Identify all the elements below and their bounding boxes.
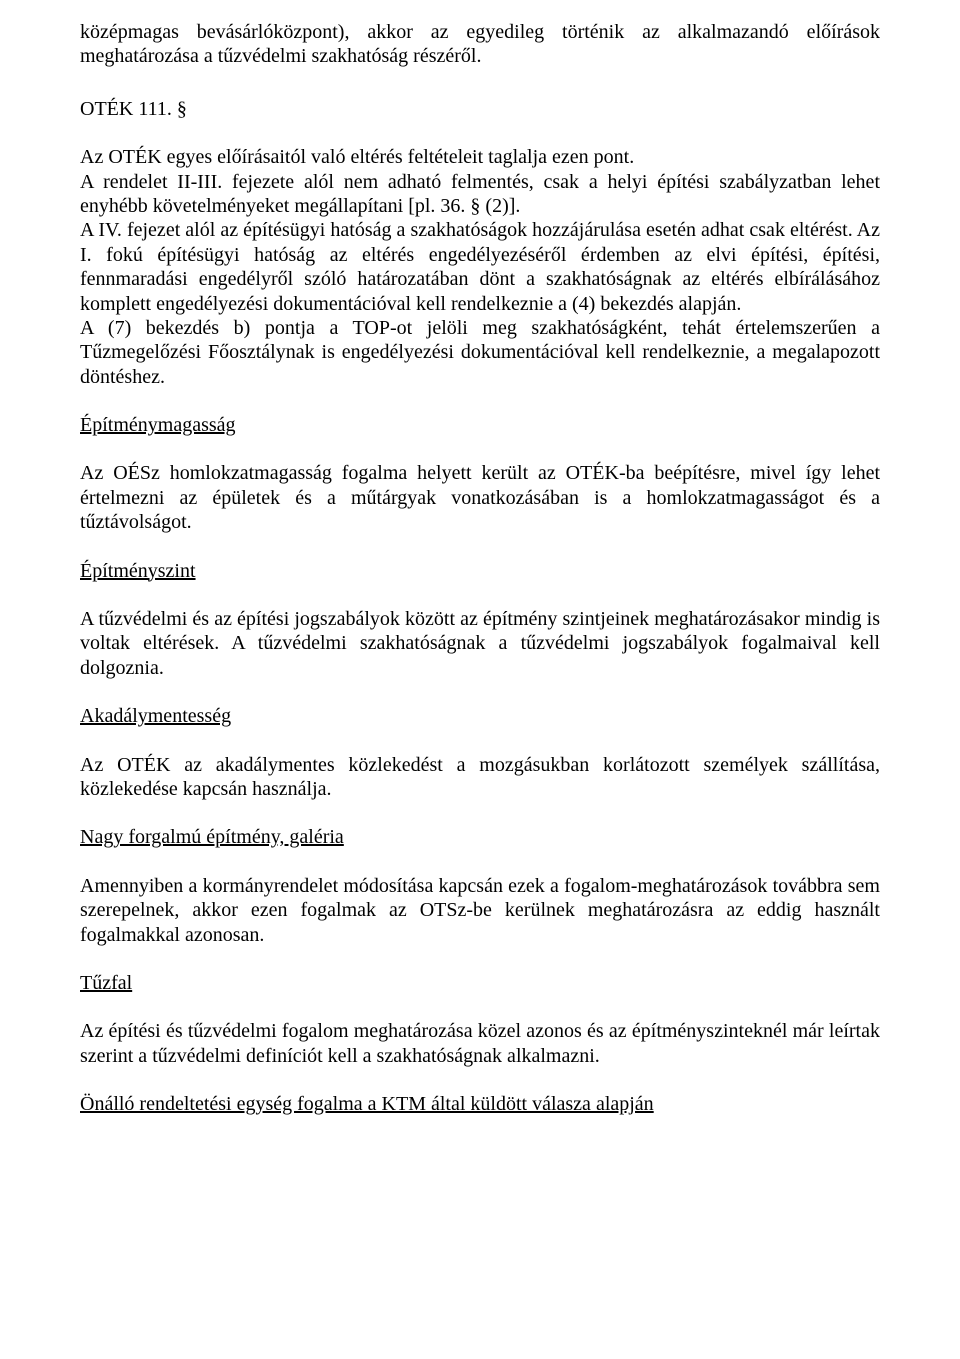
section-ref: OTÉK 111. § [80,97,880,121]
heading-tuzfal: Tűzfal [80,971,880,995]
paragraph: Az OTÉK az akadálymentes közlekedést a m… [80,753,880,802]
paragraph: Az építési és tűzvédelmi fogalom meghatá… [80,1019,880,1068]
paragraph: középmagas bevásárlóközpont), akkor az e… [80,20,880,69]
heading-nagy-forgalmu: Nagy forgalmú építmény, galéria [80,825,880,849]
paragraph: A IV. fejezet alól az építésügyi hatóság… [80,218,880,316]
paragraph: A rendelet II-III. fejezete alól nem adh… [80,170,880,219]
paragraph: Az OÉSz homlokzatmagasság fogalma helyet… [80,461,880,534]
heading-text: Akadálymentesség [80,705,231,727]
heading-text: Tűzfal [80,972,132,994]
heading-epítmenymagassag: Építménymagasság [80,413,880,437]
heading-epitmenyszint: Építményszint [80,559,880,583]
heading-text: Építményszint [80,560,196,582]
paragraph: A tűzvédelmi és az építési jogszabályok … [80,607,880,680]
paragraph: A (7) bekezdés b) pontja a TOP-ot jelöli… [80,316,880,389]
heading-text: Nagy forgalmú építmény, galéria [80,826,344,848]
paragraph: Amennyiben a kormányrendelet módosítása … [80,874,880,947]
heading-text: Építménymagasság [80,414,236,436]
paragraph: Az OTÉK egyes előírásaitól való eltérés … [80,145,880,169]
heading-onallo-rendeltetesi: Önálló rendeltetési egység fogalma a KTM… [80,1092,880,1116]
heading-akadalymentesseg: Akadálymentesség [80,704,880,728]
heading-text: Önálló rendeltetési egység fogalma a KTM… [80,1093,654,1115]
